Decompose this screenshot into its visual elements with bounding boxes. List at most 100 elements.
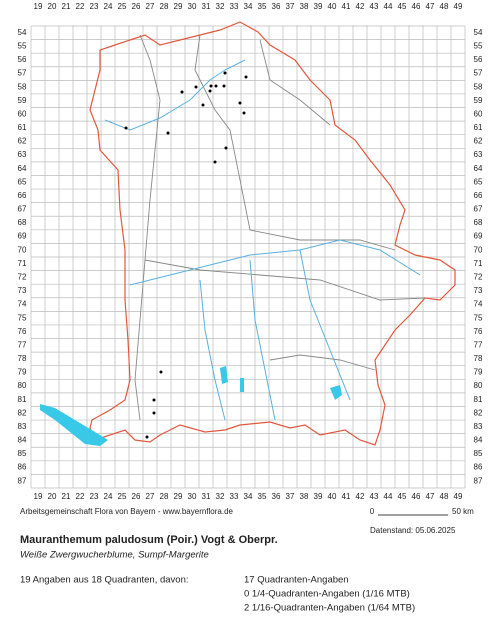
row-label: 75 [18, 313, 27, 322]
breakdown-item: 0 1/4-Quadranten-Angaben (1/16 MTB) [244, 589, 410, 600]
lake [220, 366, 228, 384]
scale-end: 50 km [452, 507, 474, 516]
row-label: 56 [18, 55, 27, 64]
river [299, 249, 351, 401]
dot [166, 131, 170, 135]
column-label: 25 [118, 2, 127, 11]
row-label: 68 [474, 218, 483, 227]
column-label: 26 [132, 2, 141, 11]
row-label: 83 [474, 422, 483, 431]
row-label: 66 [18, 191, 27, 200]
column-label: 30 [188, 2, 197, 11]
column-label: 24 [104, 492, 113, 501]
row-label: 54 [18, 28, 27, 37]
dot [222, 84, 226, 88]
dot [201, 103, 205, 107]
column-label: 49 [454, 492, 463, 501]
column-label: 40 [328, 2, 337, 11]
row-label: 71 [474, 259, 483, 268]
row-label: 63 [18, 150, 27, 159]
row-label: 57 [18, 69, 27, 78]
column-label: 33 [230, 492, 239, 501]
bavaria-map [40, 21, 456, 446]
row-label: 75 [474, 313, 483, 322]
row-label: 84 [474, 436, 483, 445]
dot [238, 101, 242, 105]
region-border [134, 34, 161, 421]
column-label: 29 [174, 2, 183, 11]
river [199, 279, 226, 421]
river [129, 239, 421, 286]
row-label: 65 [474, 177, 483, 186]
row-label: 70 [18, 245, 27, 254]
dot [244, 75, 248, 79]
row-label: 58 [474, 82, 483, 91]
column-label: 42 [356, 492, 365, 501]
region-border [194, 34, 396, 251]
row-label: 80 [474, 381, 483, 390]
breakdown-item: 17 Quadranten-Angaben [244, 575, 349, 586]
row-label: 74 [18, 300, 27, 309]
column-label: 20 [48, 492, 57, 501]
river [104, 59, 246, 131]
row-label: 55 [18, 41, 27, 50]
row-label: 72 [474, 272, 483, 281]
dot [223, 71, 227, 75]
column-label: 23 [90, 2, 99, 11]
column-label: 23 [90, 492, 99, 501]
column-label: 48 [440, 2, 449, 11]
subtitle: Weiße Zwergwucherblume, Sumpf-Margerite [20, 550, 209, 561]
row-label: 63 [474, 150, 483, 159]
row-label: 80 [18, 381, 27, 390]
row-label: 79 [474, 368, 483, 377]
row-label: 78 [18, 354, 27, 363]
row-label: 84 [18, 436, 27, 445]
column-label: 39 [314, 2, 323, 11]
column-label: 28 [160, 492, 169, 501]
title: Mauranthemum paludosum (Poir.) Vogt & Ob… [20, 534, 278, 546]
column-label: 30 [188, 492, 197, 501]
column-label: 34 [244, 492, 253, 501]
river [249, 259, 276, 421]
column-label: 49 [454, 2, 463, 11]
row-label: 60 [18, 109, 27, 118]
column-label: 22 [76, 492, 85, 501]
row-label: 59 [474, 96, 483, 105]
lake [240, 378, 244, 392]
dot [159, 370, 163, 374]
column-label: 21 [62, 2, 71, 11]
column-label: 43 [370, 492, 379, 501]
row-label: 68 [18, 218, 27, 227]
row-label: 85 [18, 449, 27, 458]
column-label: 38 [300, 492, 309, 501]
row-label: 64 [18, 164, 27, 173]
column-label: 21 [62, 492, 71, 501]
column-label: 45 [398, 2, 407, 11]
row-label: 66 [474, 191, 483, 200]
column-label: 25 [118, 492, 127, 501]
column-label: 28 [160, 2, 169, 11]
lake-constance [40, 404, 108, 446]
row-label: 69 [474, 232, 483, 241]
region-border [259, 39, 331, 126]
dot [194, 85, 198, 89]
row-label: 56 [474, 55, 483, 64]
column-label: 31 [202, 492, 211, 501]
row-label: 70 [474, 245, 483, 254]
column-label: 40 [328, 492, 337, 501]
row-label: 77 [18, 340, 27, 349]
row-label: 78 [474, 354, 483, 363]
occurrence-dots [124, 71, 248, 439]
column-label: 37 [286, 492, 295, 501]
column-label: 24 [104, 2, 113, 11]
grid [30, 25, 466, 489]
dot [213, 160, 217, 164]
row-label: 86 [18, 463, 27, 472]
summary: 19 Angaben aus 18 Quadranten, davon: [20, 575, 189, 586]
dot [209, 84, 213, 88]
region-border [144, 259, 426, 301]
row-label: 86 [474, 463, 483, 472]
row-label: 71 [18, 259, 27, 268]
row-label: 85 [474, 449, 483, 458]
